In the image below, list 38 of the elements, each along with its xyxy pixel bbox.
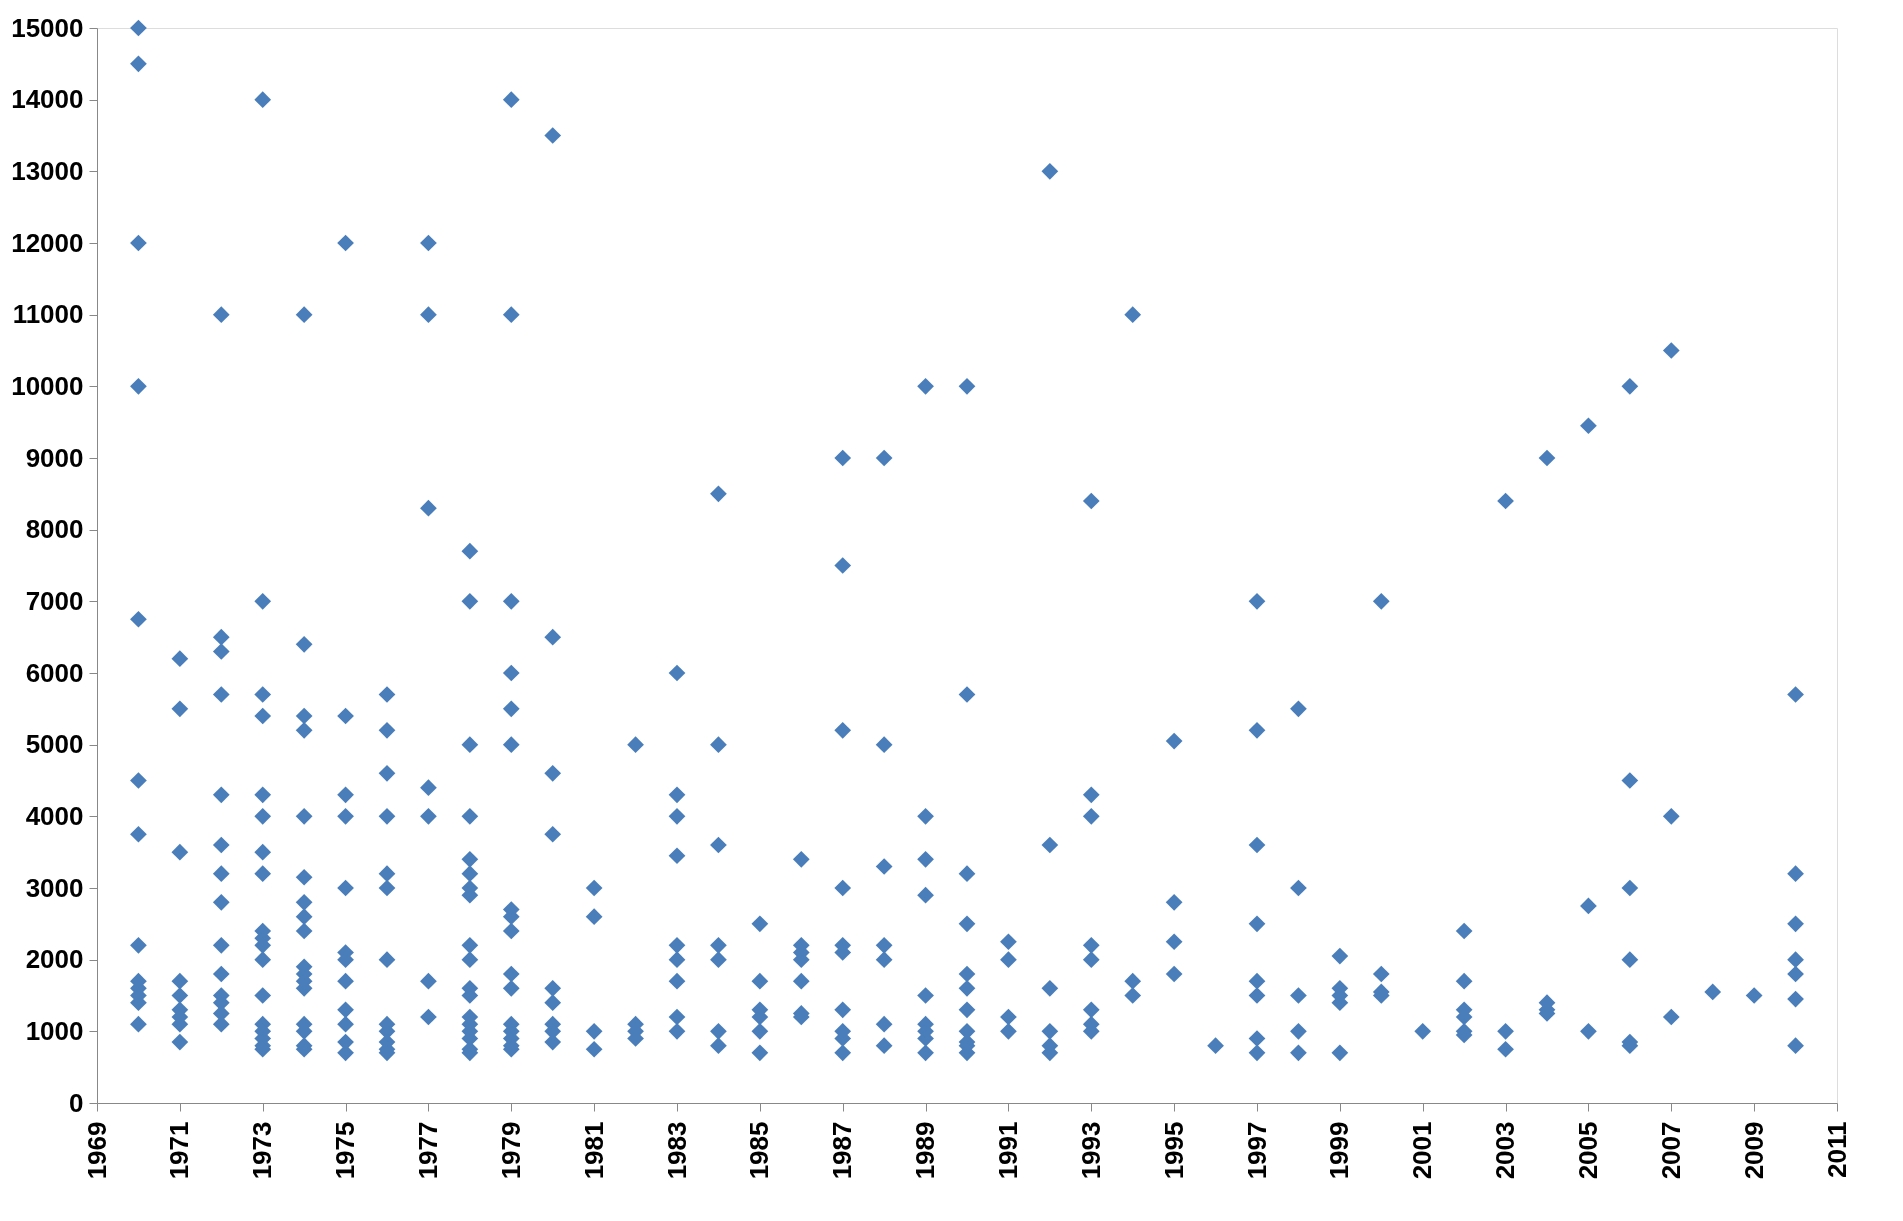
x-tick-label: 1981 [578, 1121, 609, 1180]
y-tick-label: 14000 [11, 84, 84, 115]
x-tick-label: 1989 [910, 1121, 941, 1180]
y-tick-label: 10000 [11, 370, 84, 401]
x-tick-label: 1983 [661, 1121, 692, 1180]
x-tick-label: 1977 [412, 1121, 443, 1180]
x-tick-label: 1973 [247, 1121, 278, 1180]
y-tick-label: 12000 [11, 227, 84, 258]
x-tick-label: 1999 [1324, 1121, 1355, 1180]
y-tick-label: 6000 [25, 657, 84, 688]
x-tick-label: 1969 [81, 1121, 112, 1180]
y-tick-label: 7000 [25, 585, 84, 616]
y-tick-label: 0 [69, 1087, 84, 1118]
y-tick-label: 15000 [11, 12, 84, 43]
y-tick-label: 1000 [25, 1015, 84, 1046]
x-tick-label: 1985 [744, 1121, 775, 1180]
x-tick-label: 1993 [1075, 1121, 1106, 1180]
x-tick-label: 1997 [1241, 1121, 1272, 1180]
x-tick-label: 2009 [1738, 1121, 1769, 1180]
x-tick-label: 1979 [495, 1121, 526, 1180]
x-tick-label: 2003 [1490, 1121, 1521, 1180]
y-tick-label: 13000 [11, 155, 84, 186]
x-tick-label: 2011 [1821, 1121, 1852, 1178]
y-tick-label: 9000 [25, 442, 84, 473]
y-tick-label: 2000 [25, 944, 84, 975]
x-tick-label: 2005 [1572, 1121, 1603, 1180]
x-tick-label: 2007 [1655, 1121, 1686, 1180]
y-tick-label: 4000 [25, 800, 84, 831]
y-tick-label: 11000 [12, 299, 84, 330]
x-tick-label: 2001 [1407, 1121, 1438, 1180]
y-tick-label: 8000 [25, 514, 84, 545]
x-tick-label: 1991 [992, 1121, 1023, 1180]
x-tick-label: 1995 [1158, 1121, 1189, 1180]
y-tick-label: 5000 [25, 729, 84, 760]
y-tick-label: 3000 [25, 872, 84, 903]
x-tick-label: 1987 [827, 1121, 858, 1180]
x-tick-label: 1975 [330, 1121, 361, 1180]
x-tick-label: 1971 [164, 1121, 195, 1180]
